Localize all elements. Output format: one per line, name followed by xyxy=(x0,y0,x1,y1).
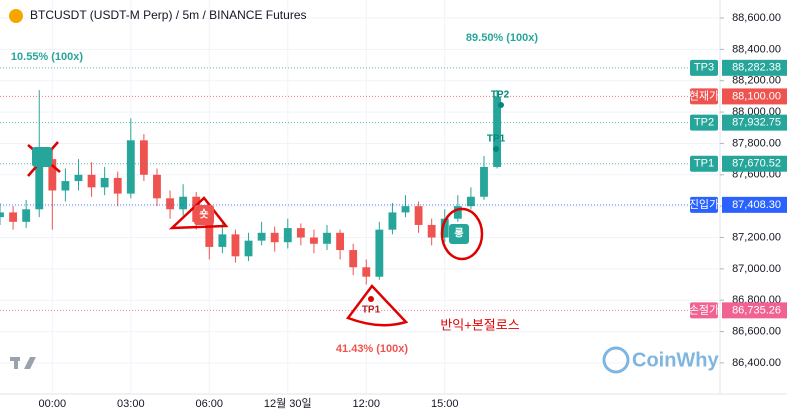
annotation: 반익+본절로스 xyxy=(440,317,519,332)
level-price: 88,282.38 xyxy=(732,62,781,74)
x-tick-label: 12:00 xyxy=(352,398,380,410)
y-tick-label: 88,600.00 xyxy=(732,12,781,24)
candle-body xyxy=(480,166,488,197)
candle-body xyxy=(362,267,371,277)
candle-body xyxy=(375,229,384,277)
candle-body xyxy=(244,240,253,257)
marker-dot xyxy=(368,296,374,302)
candle-body xyxy=(22,209,31,222)
hand-drawn xyxy=(27,141,484,327)
annotation: 10.55% (100x) xyxy=(11,51,83,63)
level-price: 88,100.00 xyxy=(732,90,781,102)
y-tick-label: 88,400.00 xyxy=(732,43,781,55)
annotation-box xyxy=(449,224,469,244)
level-name: 진입가 xyxy=(689,198,719,211)
annotation: 89.50% (100x) xyxy=(466,32,538,44)
candle-body xyxy=(493,96,501,167)
candle-body xyxy=(427,224,436,238)
candle-body xyxy=(349,250,358,268)
candle-body xyxy=(100,177,109,188)
annotation: 숏 xyxy=(199,208,208,221)
candle-body xyxy=(336,232,345,251)
y-tick-label: 87,200.00 xyxy=(732,231,781,243)
annotation: TP2 xyxy=(491,90,510,101)
candle-body xyxy=(453,206,462,219)
level-name-box xyxy=(690,114,718,131)
candle-body xyxy=(0,212,4,218)
x-tick-label: 06:00 xyxy=(196,398,224,410)
y-tick-label: 86,600.00 xyxy=(732,325,781,337)
candle-body xyxy=(205,221,214,247)
header-title: BTCUSDT (USDT-M Perp) / 5m / BINANCE Fut… xyxy=(30,8,307,22)
symbol-icon xyxy=(9,9,23,23)
marker-dot xyxy=(498,102,504,108)
plot-area xyxy=(0,0,720,394)
annotation: 롱 xyxy=(454,228,463,240)
x-tick-label: 03:00 xyxy=(117,398,145,410)
annotation: TP1 xyxy=(362,305,381,316)
candle-body xyxy=(466,196,475,207)
candle-body xyxy=(35,159,44,210)
annotation: TP1 xyxy=(487,134,506,145)
level-price-box xyxy=(722,196,787,213)
candle-body xyxy=(283,228,292,243)
level-name: 현재가 xyxy=(689,89,719,102)
candle-body xyxy=(388,212,397,230)
watermark-icon xyxy=(602,346,630,374)
candle-body xyxy=(9,212,18,222)
candle-body xyxy=(48,159,57,191)
level-price: 87,408.30 xyxy=(732,199,781,211)
candle-body xyxy=(126,140,135,194)
level-name: 손절가 xyxy=(689,303,719,316)
candle-body xyxy=(166,198,174,210)
y-tick-label: 87,000.00 xyxy=(732,263,781,275)
x-tick-label: 12월 30일 xyxy=(264,396,312,410)
candle-body xyxy=(139,140,148,175)
tv-logo xyxy=(10,357,36,369)
annotation-box xyxy=(194,205,214,225)
level-price-box xyxy=(722,59,787,76)
level-price-box xyxy=(722,88,787,105)
candle-body xyxy=(401,206,410,213)
watermark: CoinWhy xyxy=(632,349,720,371)
level-name-box xyxy=(690,59,718,76)
level-name: TP1 xyxy=(694,158,714,170)
candle-body xyxy=(113,177,122,194)
y-tick-label: 88,200.00 xyxy=(732,75,781,87)
level-price: 87,670.52 xyxy=(732,158,781,170)
level-price-box xyxy=(722,155,787,172)
level-name: TP2 xyxy=(694,117,714,129)
level-price-box xyxy=(722,302,787,319)
candle-body xyxy=(270,232,279,243)
candle-body xyxy=(61,181,70,191)
marker-dot xyxy=(493,146,499,152)
level-name: TP3 xyxy=(694,62,714,74)
candle-body xyxy=(310,237,318,244)
y-tick-label: 86,400.00 xyxy=(732,357,781,369)
candle-body xyxy=(231,234,240,257)
candle-body xyxy=(87,174,96,188)
candle-body xyxy=(440,218,449,238)
entry-marker xyxy=(32,147,52,167)
y-tick-label: 87,800.00 xyxy=(732,137,781,149)
annotation: 41.43% (100x) xyxy=(336,343,408,355)
level-price: 86,735.26 xyxy=(732,304,781,316)
level-price: 87,932.75 xyxy=(732,117,781,129)
level-name-box xyxy=(690,196,718,213)
x-tick-label: 00:00 xyxy=(39,398,67,410)
candle-body xyxy=(414,206,423,225)
candle-body xyxy=(323,232,331,244)
candle-body xyxy=(153,174,161,199)
level-name-box xyxy=(690,155,718,172)
level-price-box xyxy=(722,114,787,131)
x-tick-label: 15:00 xyxy=(431,398,459,410)
candle-body xyxy=(74,174,83,182)
candle-body xyxy=(296,228,305,238)
level-name-box xyxy=(690,302,718,319)
candle-body xyxy=(218,234,227,247)
level-name-box xyxy=(690,88,718,105)
candle-body xyxy=(179,196,188,210)
candle-body xyxy=(257,232,266,241)
